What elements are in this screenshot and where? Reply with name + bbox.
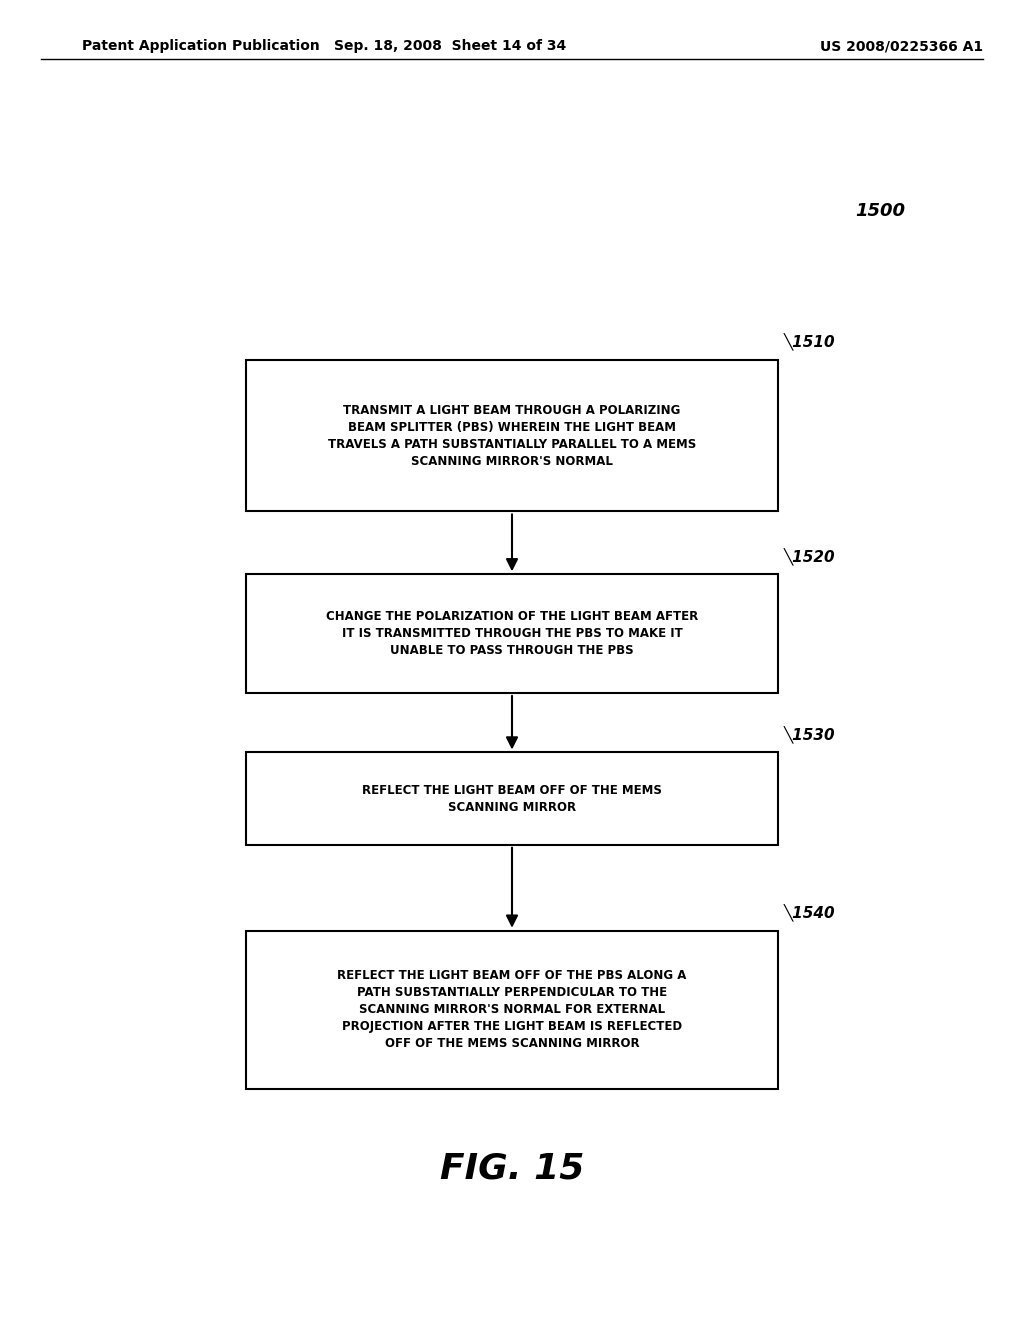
Text: ╲1530: ╲1530 <box>783 726 835 744</box>
Text: CHANGE THE POLARIZATION OF THE LIGHT BEAM AFTER
IT IS TRANSMITTED THROUGH THE PB: CHANGE THE POLARIZATION OF THE LIGHT BEA… <box>326 610 698 657</box>
Text: REFLECT THE LIGHT BEAM OFF OF THE MEMS
SCANNING MIRROR: REFLECT THE LIGHT BEAM OFF OF THE MEMS S… <box>362 784 662 813</box>
FancyBboxPatch shape <box>246 574 778 693</box>
Text: REFLECT THE LIGHT BEAM OFF OF THE PBS ALONG A
PATH SUBSTANTIALLY PERPENDICULAR T: REFLECT THE LIGHT BEAM OFF OF THE PBS AL… <box>337 969 687 1051</box>
Text: ╲1520: ╲1520 <box>783 548 835 566</box>
Text: US 2008/0225366 A1: US 2008/0225366 A1 <box>819 40 983 53</box>
FancyBboxPatch shape <box>246 752 778 845</box>
Text: Sep. 18, 2008  Sheet 14 of 34: Sep. 18, 2008 Sheet 14 of 34 <box>335 40 566 53</box>
Text: ╲1540: ╲1540 <box>783 904 835 923</box>
FancyBboxPatch shape <box>246 931 778 1089</box>
Text: TRANSMIT A LIGHT BEAM THROUGH A POLARIZING
BEAM SPLITTER (PBS) WHEREIN THE LIGHT: TRANSMIT A LIGHT BEAM THROUGH A POLARIZI… <box>328 404 696 467</box>
Text: 1500: 1500 <box>855 202 905 220</box>
Text: FIG. 15: FIG. 15 <box>440 1151 584 1185</box>
Text: Patent Application Publication: Patent Application Publication <box>82 40 319 53</box>
Text: ╲1510: ╲1510 <box>783 334 835 351</box>
FancyBboxPatch shape <box>246 359 778 511</box>
